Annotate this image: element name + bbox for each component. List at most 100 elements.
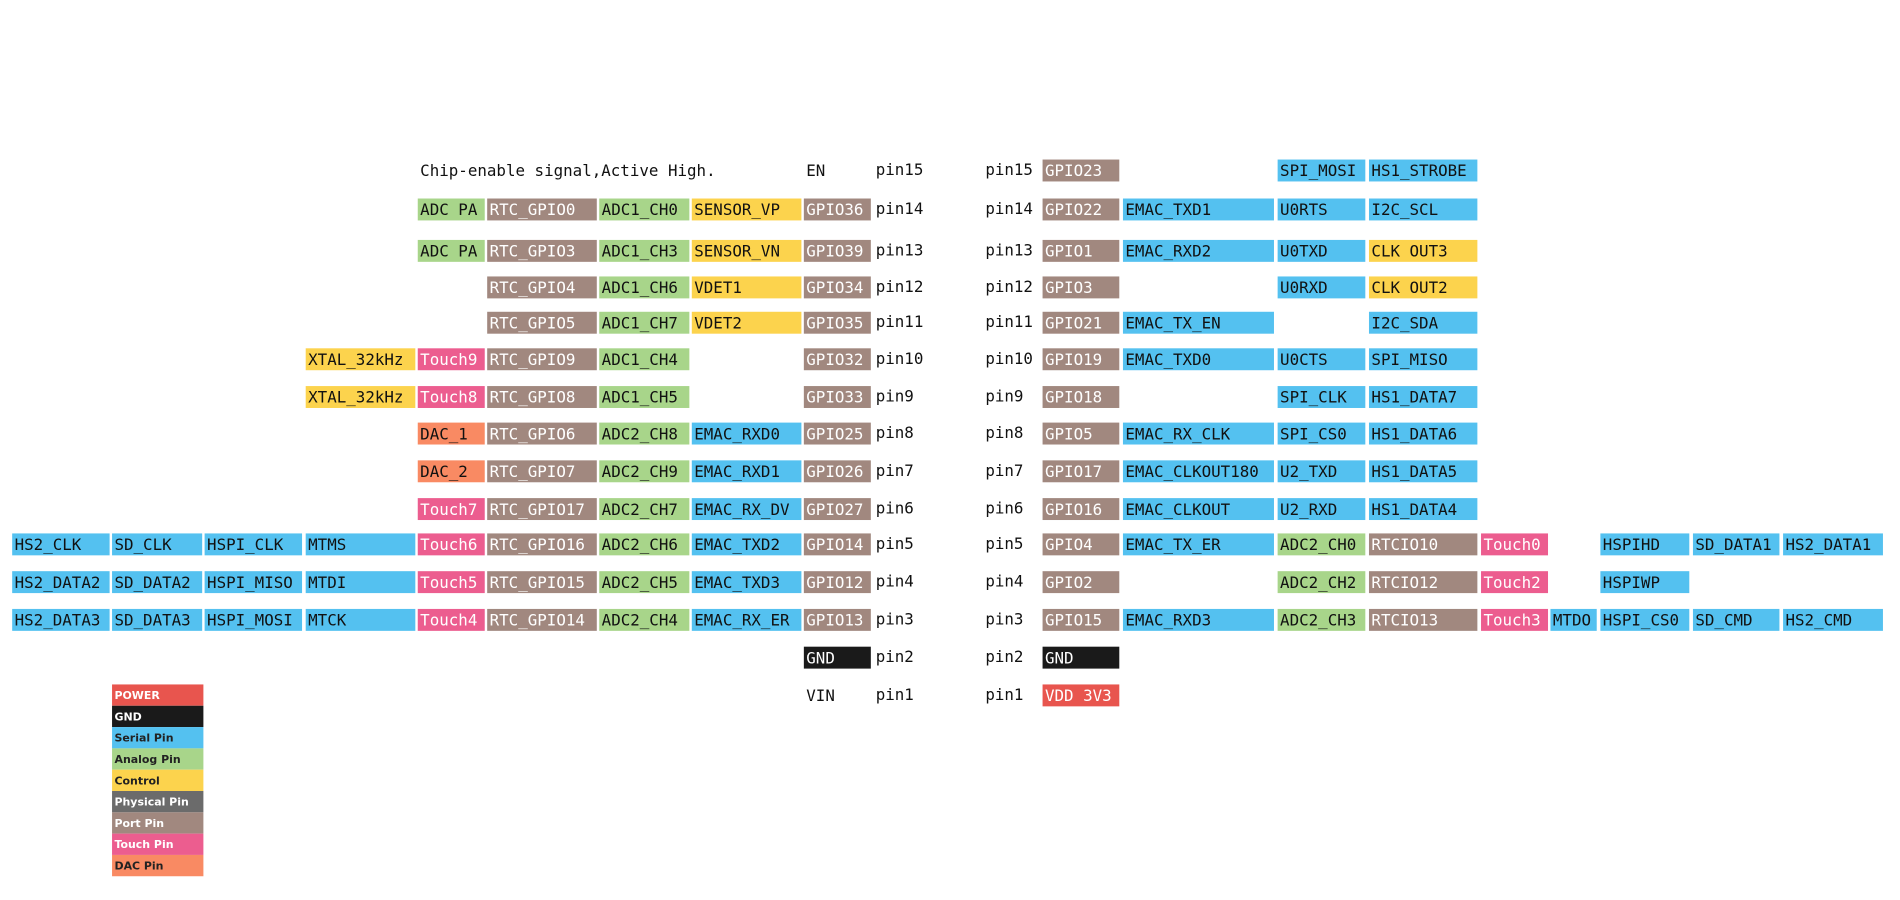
pin-function: EMAC_TX_ER	[1125, 535, 1221, 554]
pin-cell	[487, 498, 597, 521]
pin-function: EMAC_RXD3	[1125, 611, 1211, 630]
pin-function: HSPIWP	[1603, 573, 1660, 592]
pin-cell	[417, 533, 485, 556]
pin-cell	[1277, 386, 1366, 408]
pin-cell	[1122, 198, 1274, 221]
pin-label: pin12	[876, 277, 924, 296]
pin-cell	[691, 608, 802, 631]
pin-function: SPI_MISO	[1371, 350, 1447, 369]
pin-label: pin13	[876, 240, 924, 259]
pin-function: GPIO1	[1045, 242, 1093, 261]
pin-cell	[487, 460, 597, 483]
pin-function: ADC PA	[420, 242, 478, 261]
pin-cell	[1481, 608, 1549, 631]
pin-cell	[1277, 239, 1366, 262]
pin-function: RTC_GPIO6	[490, 424, 576, 443]
pin-function: GPIO15	[1045, 611, 1102, 630]
pin-cell	[803, 460, 871, 483]
pin-label: pin12	[985, 277, 1033, 296]
pin-cell	[1368, 460, 1478, 483]
pin-function: Touch0	[1483, 535, 1540, 554]
pin-function: ADC2_CH3	[1280, 611, 1356, 630]
pin-function: RTC_GPIO15	[490, 573, 585, 592]
legend-label: GND	[114, 710, 141, 723]
pin-function: GPIO4	[1045, 535, 1093, 554]
pin-cell	[803, 498, 871, 521]
pin-cell	[305, 348, 416, 371]
pin-cell	[417, 571, 485, 594]
pin-cell	[1368, 159, 1478, 182]
pin-function: U0RTS	[1280, 200, 1328, 219]
pin-cell	[1368, 533, 1478, 556]
legend-label: Physical Pin	[114, 796, 188, 809]
pin-cell	[803, 646, 871, 669]
pin-cell	[1277, 348, 1366, 371]
pin-cell	[803, 533, 871, 556]
pin-function: EMAC_RXD2	[1125, 242, 1211, 261]
pin-cell	[1122, 608, 1274, 631]
pin-cell	[487, 239, 597, 262]
pin-function: CLK OUT2	[1371, 278, 1447, 297]
pin-function: RTC_GPIO5	[490, 313, 576, 332]
pin-function: Touch9	[420, 350, 477, 369]
pin-function: RTC_GPIO0	[490, 200, 576, 219]
pin-function: RTCIO10	[1371, 535, 1438, 554]
pin-cell	[691, 422, 802, 445]
pin-note: EN	[806, 161, 825, 180]
pin-function: Touch7	[420, 500, 477, 519]
legend-label: Port Pin	[114, 817, 164, 830]
pin-label: pin3	[876, 609, 914, 628]
pin-cell	[305, 608, 416, 631]
pin-cell	[803, 239, 871, 262]
legend-swatch	[112, 769, 204, 792]
pin-function: Touch2	[1483, 573, 1540, 592]
pin-cell	[1277, 498, 1366, 521]
legend-label: DAC Pin	[114, 860, 163, 873]
pin-label: pin2	[985, 647, 1023, 666]
pin-label: pin8	[876, 423, 914, 442]
pin-label: pin15	[985, 160, 1033, 179]
pin-cell	[803, 571, 871, 594]
pin-function: EMAC_RXD0	[694, 424, 780, 443]
pin-cell	[1042, 571, 1120, 594]
pin-function: GPIO27	[806, 500, 863, 519]
pin-function: VDET1	[694, 278, 742, 297]
pin-cell	[1042, 684, 1120, 707]
pin-cell	[599, 311, 690, 334]
pin-cell	[1368, 608, 1478, 631]
pin-cell	[803, 386, 871, 408]
pin-function: U0RXD	[1280, 278, 1328, 297]
pin-cell	[1042, 276, 1120, 299]
pin-cell	[803, 311, 871, 334]
pin-function: GPIO14	[806, 535, 863, 554]
pin-cell	[599, 239, 690, 262]
pin-function: RTC_GPIO7	[490, 462, 576, 481]
pin-function: RTC_GPIO17	[490, 500, 585, 519]
legend-swatch	[112, 748, 204, 770]
pin-function: Touch4	[420, 611, 477, 630]
pin-function: I2C_SCL	[1371, 200, 1438, 219]
pin-function: GND	[806, 648, 835, 667]
pin-cell	[112, 533, 203, 556]
pin-cell	[12, 571, 110, 594]
pin-function: DAC_1	[420, 424, 468, 443]
pin-function: MTDI	[308, 573, 346, 592]
pin-function: GPIO12	[806, 573, 863, 592]
pin-function: XTAL_32kHz	[308, 388, 403, 407]
pin-cell	[1042, 239, 1120, 262]
pin-function: VDD 3V3	[1045, 686, 1112, 705]
pin-function: HS1_DATA7	[1371, 388, 1457, 407]
pin-function: U0CTS	[1280, 350, 1328, 369]
pin-cell	[1368, 422, 1478, 445]
pin-function: SD_DATA1	[1695, 535, 1771, 554]
pin-cell	[1277, 533, 1366, 556]
pin-cell	[487, 608, 597, 631]
pin-cell	[305, 571, 416, 594]
pin-cell	[1368, 386, 1478, 408]
pin-label: pin9	[985, 387, 1023, 406]
pin-cell	[1368, 311, 1478, 334]
pin-function: ADC1_CH0	[602, 200, 678, 219]
pin-cell	[417, 608, 485, 631]
pin-cell	[1042, 198, 1120, 221]
